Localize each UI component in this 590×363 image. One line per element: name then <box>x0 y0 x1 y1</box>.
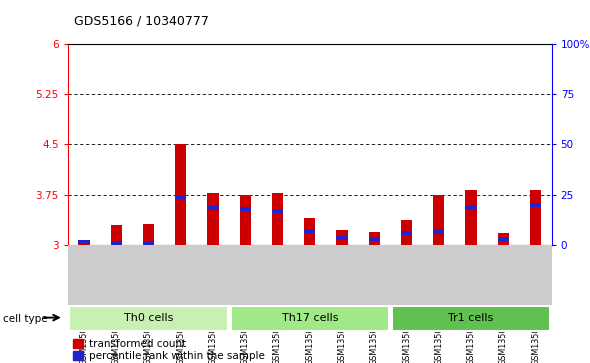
Bar <box>336 236 348 240</box>
Bar <box>78 242 90 245</box>
FancyBboxPatch shape <box>70 306 228 331</box>
Bar <box>207 206 219 210</box>
Bar <box>272 193 283 245</box>
Text: cell type: cell type <box>3 314 48 323</box>
Bar <box>304 229 316 233</box>
Bar <box>336 230 348 245</box>
Text: Tr1 cells: Tr1 cells <box>448 313 494 323</box>
Legend: transformed count, percentile rank within the sample: transformed count, percentile rank withi… <box>73 339 264 361</box>
Bar <box>401 231 412 235</box>
Bar <box>497 237 509 241</box>
Bar <box>369 232 380 245</box>
Bar <box>175 195 186 199</box>
Text: GDS5166 / 10340777: GDS5166 / 10340777 <box>74 14 209 27</box>
Bar <box>401 220 412 245</box>
Bar <box>497 233 509 245</box>
Bar <box>143 241 154 245</box>
Bar <box>369 237 380 241</box>
Bar <box>304 218 316 245</box>
Bar <box>530 190 541 245</box>
Bar <box>272 209 283 213</box>
Bar <box>175 144 186 245</box>
Bar <box>240 207 251 211</box>
Bar <box>466 205 477 209</box>
Bar <box>78 240 90 244</box>
Bar <box>110 225 122 245</box>
Bar <box>433 195 444 245</box>
Bar <box>466 190 477 245</box>
FancyBboxPatch shape <box>231 306 389 331</box>
Bar <box>530 203 541 207</box>
Text: Th17 cells: Th17 cells <box>281 313 338 323</box>
Text: Th0 cells: Th0 cells <box>124 313 173 323</box>
Bar <box>143 224 154 245</box>
Bar <box>207 193 219 245</box>
Bar <box>433 229 444 234</box>
Bar <box>110 241 122 245</box>
Bar <box>240 195 251 245</box>
FancyBboxPatch shape <box>392 306 550 331</box>
